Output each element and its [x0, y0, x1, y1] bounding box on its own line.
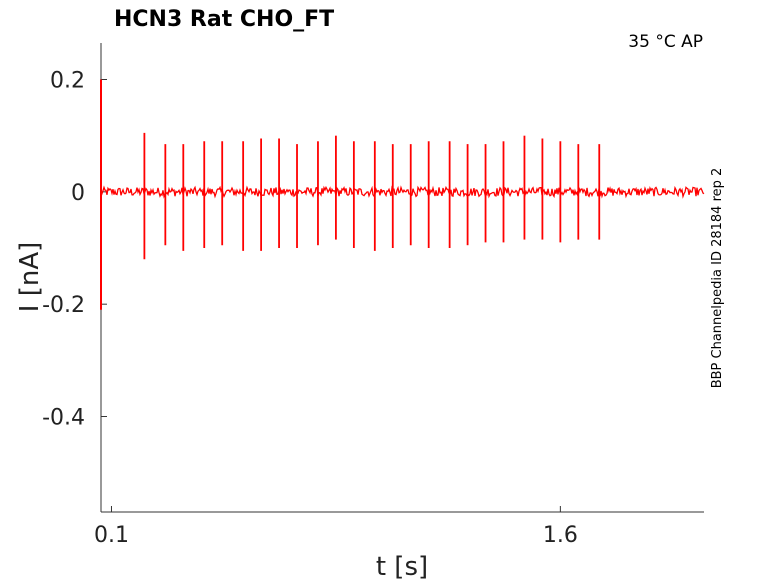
channelpedia-id-label: BBP Channelpedia ID 28184 rep 2 [710, 168, 725, 389]
y-tick-label: -0.4 [42, 406, 85, 431]
y-tick-label: -0.2 [42, 293, 85, 318]
x-axis-label: t [s] [376, 552, 428, 582]
chart-title: HCN3 Rat CHO_FT [114, 7, 334, 32]
x-tick-label: 0.1 [94, 523, 129, 548]
y-tick-label: 0 [71, 181, 85, 206]
baseline-trace [100, 185, 705, 199]
x-tick-label: 1.6 [543, 523, 578, 548]
x-axis-ticks: 0.1 1.6 [94, 506, 578, 548]
y-axis-label: I [nA] [15, 242, 45, 312]
condition-annotation: 35 °C AP [628, 32, 703, 52]
y-tick-label: 0.2 [50, 69, 85, 94]
current-trace [100, 79, 705, 310]
y-axis-ticks: 0.2 0 -0.2 -0.4 [42, 69, 107, 431]
